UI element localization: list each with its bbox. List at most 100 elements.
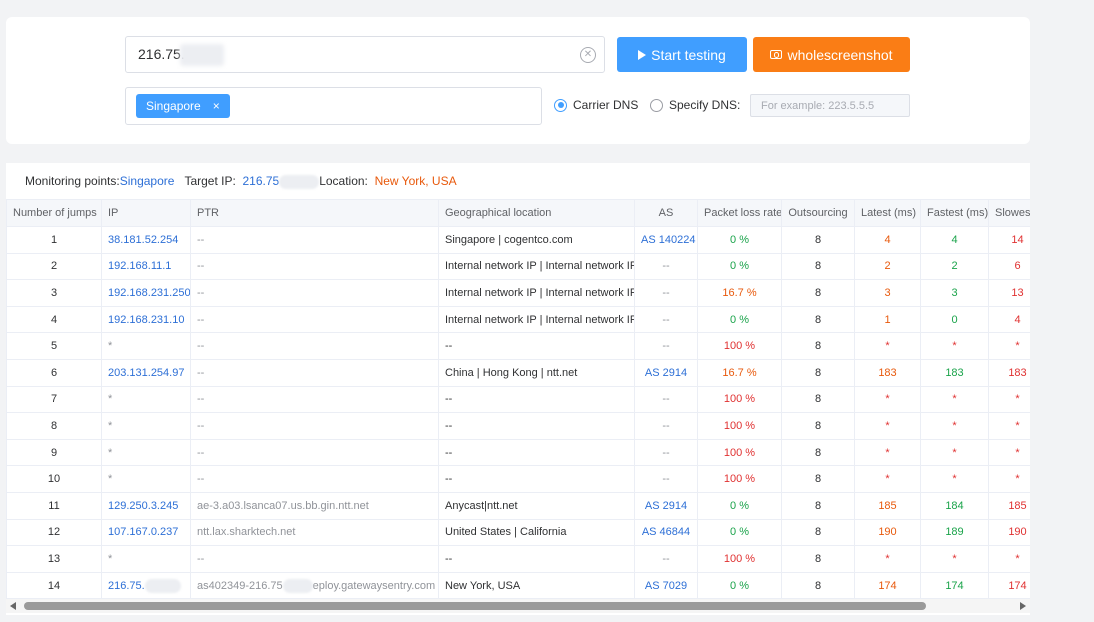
node-select[interactable]: Singapore × [125,87,542,125]
clear-icon[interactable]: ✕ [580,47,596,63]
cell-ip[interactable]: 216.75. [101,571,191,600]
cell-jump: 11 [6,491,102,520]
cell-slowest-text: 4 [1014,313,1021,326]
cell-as[interactable]: AS 2914 [634,491,698,520]
cell-ptr: as402349-216.75 eploy.gatewaysentry.com [190,571,439,600]
cell-ip[interactable]: 38.181.52.254 [101,226,191,254]
cell-ip[interactable]: 203.131.254.97 [101,358,191,387]
cell-latest: * [854,385,921,414]
radio-unchecked-icon[interactable] [650,98,663,112]
cell-as[interactable]: AS 2914 [634,358,698,387]
cell-fastest: 184 [920,491,989,520]
cell-ip-text[interactable]: 129.250.3.245 [108,499,179,512]
cell-slowest-text: 14 [1011,233,1024,246]
cell-ip-text[interactable]: 203.131.254.97 [108,366,185,379]
play-icon [638,49,647,60]
cell-latest-text: 1 [884,313,891,326]
cell-ip-text[interactable]: 192.168.11.1 [108,260,172,273]
cell-loss-text: 16.7 % [722,366,757,379]
cell-ip: * [101,465,191,493]
cell-as: -- [634,465,698,493]
dns-input[interactable] [750,94,910,117]
target-value: 216.75 [242,174,280,188]
header-outsourcing[interactable]: Outsourcing [781,199,855,227]
close-icon[interactable]: × [212,99,220,113]
cell-jump-text: 11 [48,499,60,512]
cell-ip[interactable]: 107.167.0.237 [101,518,191,547]
info-bar: Monitoring points:Singapore Target IP: 2… [25,174,457,189]
cell-ip-text[interactable]: 216.75. [108,579,145,592]
table-row: 1 38.181.52.254 -- Singapore | cogentco.com… [6,226,1030,254]
cell-ip[interactable]: 192.168.231.250 [101,279,191,307]
cell-outsourcing: 8 [781,226,855,254]
cell-slowest-text: 183 [1008,366,1027,379]
cell-outsourcing-text: 8 [814,446,822,459]
header-ptr[interactable]: PTR [190,199,439,227]
header-loss[interactable]: Packet loss rate [697,199,782,227]
cell-latest-text: 174 [878,579,897,592]
cell-ip[interactable]: 192.168.11.1 [101,252,191,281]
cell-loss: 100 % [697,332,782,360]
header-fastest[interactable]: Fastest (ms) [920,199,989,227]
ip-input[interactable] [138,46,558,62]
cell-slowest: * [988,465,1030,493]
cell-as: -- [634,438,698,467]
horizontal-scrollbar[interactable] [6,599,1030,613]
cell-jump-text: 4 [50,313,58,326]
cell-jump-text: 10 [47,473,61,486]
search-panel: ✕ Start testing wholescreenshot Singapor… [6,17,1030,144]
cell-loss-text: 100 % [723,473,756,486]
cell-ptr-text: -- [197,260,205,273]
cell-ip-text: * [108,473,113,486]
cell-ptr-text: -- [197,446,205,459]
cell-geo: -- [438,412,635,440]
cell-ptr: ae-3.a03.lsanca07.us.bb.gin.ntt.net [190,491,439,520]
cell-slowest: 6 [988,252,1030,281]
specify-dns-radio[interactable]: Specify DNS: [650,98,740,112]
cell-fastest: 3 [920,279,989,307]
cell-as-text[interactable]: AS 2914 [644,366,688,379]
scroll-left-icon[interactable] [10,602,16,610]
cell-fastest: * [920,412,989,440]
table-row: 8 * -- -- -- 100 % 8 * * * [6,412,1030,440]
header-ip[interactable]: IP [101,199,191,227]
cell-geo-text: Internal network IP | Internal network I… [445,313,635,326]
cell-as[interactable]: AS 7029 [634,571,698,600]
cell-latest: 190 [854,518,921,547]
cell-geo: Internal network IP | Internal network I… [438,305,635,334]
cell-ip-text[interactable]: 38.181.52.254 [108,233,179,246]
header-jumps[interactable]: Number of jumps [6,199,102,227]
radio-checked-icon[interactable] [554,98,567,112]
start-testing-button[interactable]: Start testing [617,37,747,72]
cell-as-text[interactable]: AS 46844 [641,526,691,539]
cell-ptr: -- [190,438,439,467]
carrier-dns-radio[interactable]: Carrier DNS [554,98,638,112]
cell-fastest: 2 [920,252,989,281]
ip-input-wrapper[interactable]: ✕ [125,36,605,73]
header-as[interactable]: AS [634,199,698,227]
cell-as[interactable]: AS 140224 [634,226,698,254]
cell-ip-text[interactable]: 107.167.0.237 [108,526,179,539]
cell-ip[interactable]: 192.168.231.10 [101,305,191,334]
cell-ip[interactable]: 129.250.3.245 [101,491,191,520]
cell-loss: 0 % [697,571,782,600]
cell-outsourcing: 8 [781,571,855,600]
cell-ip-text[interactable]: 192.168.231.10 [108,313,185,326]
scrollbar-thumb[interactable] [24,602,926,610]
cell-ip-text[interactable]: 192.168.231.250 [108,286,191,299]
cell-as-text[interactable]: AS 140224 [641,233,696,246]
header-geo[interactable]: Geographical location [438,199,635,227]
cell-slowest: * [988,385,1030,414]
header-slowest[interactable]: Slowest ( [988,199,1030,227]
header-latest[interactable]: Latest (ms) [854,199,921,227]
wholescreenshot-button[interactable]: wholescreenshot [753,37,910,72]
cell-as-text: -- [662,419,670,432]
cell-loss-text: 100 % [723,340,756,353]
cell-as-text[interactable]: AS 2914 [644,499,688,512]
monitoring-label: Monitoring points: [25,174,120,188]
cell-geo-text: -- [445,446,453,459]
cell-loss: 100 % [697,412,782,440]
scroll-right-icon[interactable] [1020,602,1026,610]
cell-as-text[interactable]: AS 7029 [644,579,688,592]
cell-as[interactable]: AS 46844 [634,518,698,547]
